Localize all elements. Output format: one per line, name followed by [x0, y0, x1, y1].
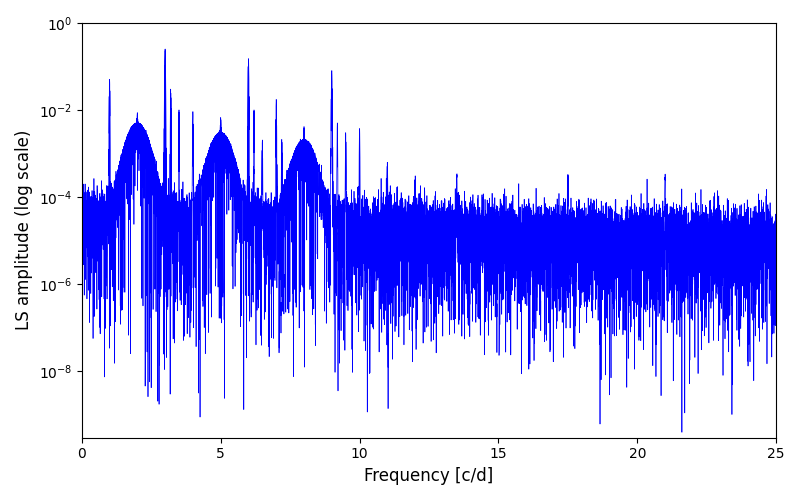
X-axis label: Frequency [c/d]: Frequency [c/d] — [364, 467, 494, 485]
Y-axis label: LS amplitude (log scale): LS amplitude (log scale) — [15, 130, 33, 330]
